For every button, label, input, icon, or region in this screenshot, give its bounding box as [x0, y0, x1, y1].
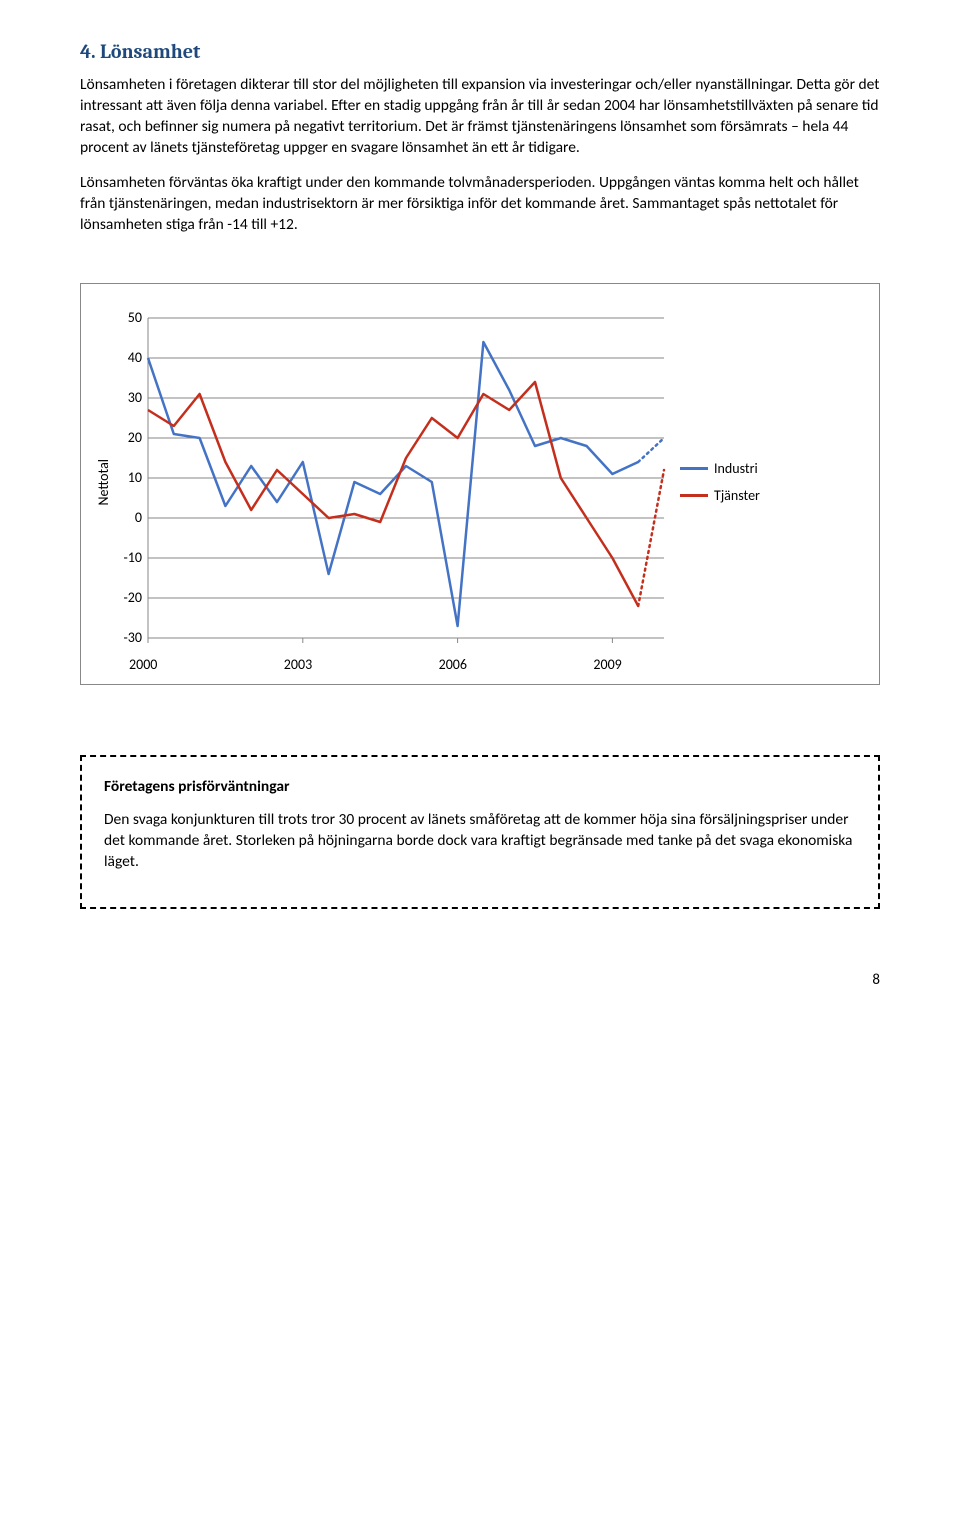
svg-text:-30: -30	[124, 629, 142, 646]
svg-text:50: 50	[128, 312, 142, 326]
legend-item-industri: Industri	[680, 460, 760, 477]
info-box: Företagens prisförväntningar Den svaga k…	[80, 755, 880, 909]
svg-text:-10: -10	[124, 549, 142, 566]
paragraph-1: Lönsamheten i företagen dikterar till st…	[80, 75, 880, 159]
section-heading: 4. Lönsamhet	[80, 40, 880, 63]
x-tick-label: 2009	[593, 656, 621, 673]
info-box-title: Företagens prisförväntningar	[104, 777, 856, 796]
line-chart: 50 40 30 20 10 0 -10 -20 -30	[112, 312, 672, 652]
legend-item-tjanster: Tjänster	[680, 487, 760, 504]
legend-label-tjanster: Tjänster	[714, 487, 760, 504]
x-tick-label: 2003	[284, 656, 312, 673]
legend-label-industri: Industri	[714, 460, 758, 477]
legend-swatch-tjanster	[680, 494, 708, 497]
svg-text:-20: -20	[124, 589, 142, 606]
chart-container: Nettotal 50 40 30 20 10 0 -10 -20 -30 Industri T…	[80, 283, 880, 685]
legend-swatch-industri	[680, 467, 708, 470]
paragraph-2: Lönsamheten förväntas öka kraftigt under…	[80, 173, 880, 236]
svg-text:40: 40	[128, 349, 142, 366]
svg-text:0: 0	[135, 509, 142, 526]
page-number: 8	[80, 971, 880, 989]
chart-legend: Industri Tjänster	[672, 460, 760, 504]
chart-x-axis: 2000 2003 2006 2009	[91, 656, 869, 676]
svg-text:10: 10	[128, 469, 142, 486]
info-box-text: Den svaga konjunkturen till trots tror 3…	[104, 810, 856, 873]
svg-text:30: 30	[128, 389, 142, 406]
x-tick-label: 2006	[439, 656, 467, 673]
svg-text:20: 20	[128, 429, 142, 446]
chart-y-axis-label: Nettotal	[91, 459, 112, 506]
x-tick-label: 2000	[129, 656, 157, 673]
